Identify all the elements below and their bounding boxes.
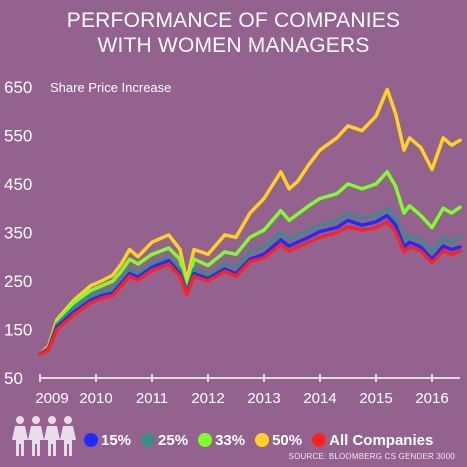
x-tick-label: 2014 xyxy=(303,390,336,407)
legend-label-15: 15% xyxy=(101,431,132,449)
legend-item-all: All Companies xyxy=(312,432,433,449)
x-tick-label: 2009 xyxy=(35,390,68,407)
legend-swatch-33 xyxy=(198,433,213,447)
y-tick-label: 250 xyxy=(4,272,32,291)
chart-title-line-1: PERFORMANCE OF COMPANIES xyxy=(66,9,401,32)
chart-legend: 15% 25% 33% 50% All Companies xyxy=(84,429,443,451)
legend-label-all: All Companies xyxy=(329,431,434,449)
y-tick-label: 50 xyxy=(4,369,23,388)
chart-title-line-2: WITH WOMEN MANAGERS xyxy=(97,34,370,57)
series-line-50 xyxy=(38,87,462,356)
legend-swatch-25 xyxy=(141,433,156,447)
legend-item-25: 25% xyxy=(141,432,188,449)
legend-swatch-all xyxy=(312,433,327,447)
x-tick-label: 2010 xyxy=(79,390,112,407)
y-tick-label: 650 xyxy=(4,78,32,97)
x-tick-label: 2016 xyxy=(415,390,448,407)
series-line-25 xyxy=(38,206,462,356)
y-tick-label: 550 xyxy=(4,127,32,146)
legend-label-33: 33% xyxy=(215,431,246,449)
x-tick-label: 2012 xyxy=(191,390,224,407)
series-line-allcompanies xyxy=(38,220,462,356)
legend-swatch-50 xyxy=(255,433,270,447)
chart-title: PERFORMANCE OF COMPANIES WITH WOMEN MANA… xyxy=(0,8,467,58)
legend-label-25: 25% xyxy=(158,431,189,449)
legend-label-50: 50% xyxy=(272,431,303,449)
legend-item-15: 15% xyxy=(84,432,131,449)
x-tick-label: 2015 xyxy=(359,390,392,407)
y-tick-label: 350 xyxy=(4,224,32,243)
women-figures-icon xyxy=(12,416,76,456)
x-tick-label: 2013 xyxy=(247,390,280,407)
legend-swatch-15 xyxy=(84,433,98,447)
series-line-33 xyxy=(38,170,462,356)
y-tick-label: 150 xyxy=(4,321,32,340)
x-tick-label: 2011 xyxy=(136,390,168,407)
y-tick-label: 450 xyxy=(4,175,32,194)
y-axis-label: Share Price Increase xyxy=(50,80,171,95)
legend-item-50: 50% xyxy=(255,432,302,449)
source-note: SOURCE: BLOOMBERG CS GENDER 3000 xyxy=(288,452,455,461)
legend-item-33: 33% xyxy=(198,432,245,449)
